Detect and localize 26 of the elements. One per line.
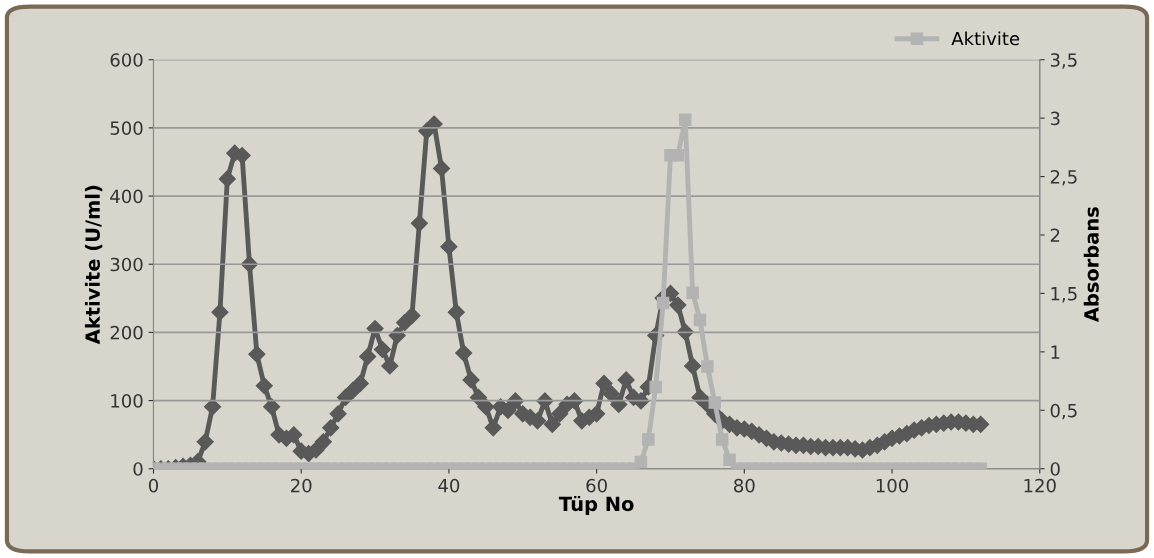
y2-tick-label: 2,5 [1050,170,1077,186]
y2-tick-label: 2 [1050,228,1060,242]
y2-axis-title: Absorbans [1083,207,1099,323]
y-tick-label: 100 [111,394,143,408]
x-tick-label: 80 [734,478,755,493]
y2-tick-label: 1 [1051,345,1060,359]
y2-tick-label: 0 [1050,462,1060,476]
y2-tick-label: 3 [1050,111,1060,126]
y-tick-label: 200 [110,325,143,340]
x-tick-label: 60 [586,478,607,493]
y-tick-label: 300 [110,257,143,272]
x-tick-label: 40 [438,478,460,493]
y-tick-label: 600 [110,53,143,67]
y2-tick-label: 0,5 [1050,403,1077,420]
x-tick-label: 100 [876,478,909,493]
y2-tick-label: 1,5 [1051,287,1077,303]
x-tick-label: 20 [291,478,312,493]
y-tick-label: 500 [110,121,143,135]
x-axis-title: Tüp No [558,495,634,516]
y-tick-label: 0 [133,462,143,476]
y2-tick-label: 3,5 [1050,53,1077,69]
y-tick-label: 400 [110,189,143,204]
x-tick-label: 0 [148,478,159,493]
legend-label: Aktivite [951,31,1020,46]
x-tick-label: 120 [1024,478,1056,493]
y-axis-title: Aktivite (U/ml) [84,185,103,345]
